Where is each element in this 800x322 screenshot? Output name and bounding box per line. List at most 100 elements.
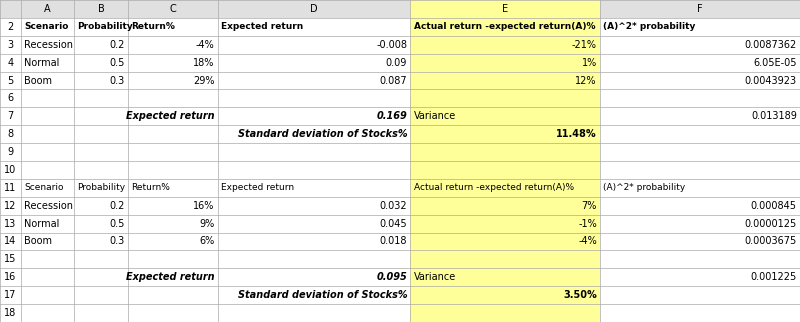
Text: Expected return: Expected return (221, 183, 294, 192)
Text: 17: 17 (4, 290, 17, 300)
Text: 13: 13 (4, 219, 17, 229)
Text: 16: 16 (4, 272, 17, 282)
Bar (410, 286, 600, 304)
Text: Boom: Boom (24, 75, 52, 86)
Text: 0.2: 0.2 (110, 40, 125, 50)
Text: 0.0000125: 0.0000125 (745, 219, 797, 229)
Text: 6%: 6% (199, 236, 214, 247)
Text: 12: 12 (4, 201, 17, 211)
Text: F: F (697, 4, 703, 14)
Text: A: A (44, 4, 51, 14)
Bar (410, 197, 600, 215)
Bar (410, 215, 600, 232)
Text: 3: 3 (7, 40, 14, 50)
Bar (410, 304, 600, 322)
Text: Variance: Variance (414, 272, 456, 282)
Text: Expected return: Expected return (126, 111, 214, 121)
Text: 6.05E-05: 6.05E-05 (754, 58, 797, 68)
Text: 7: 7 (7, 111, 14, 121)
Text: Return%: Return% (131, 22, 175, 31)
Bar (410, 71, 600, 90)
Text: 0.3: 0.3 (110, 75, 125, 86)
Text: 9: 9 (7, 147, 14, 157)
Text: 0.045: 0.045 (379, 219, 407, 229)
Text: Normal: Normal (24, 58, 59, 68)
Text: Standard deviation of Stocks%: Standard deviation of Stocks% (238, 129, 407, 139)
Text: 0.5: 0.5 (110, 58, 125, 68)
Text: 0.169: 0.169 (377, 111, 407, 121)
Text: Scenario: Scenario (24, 183, 63, 192)
Bar (218, 0, 410, 18)
Bar (410, 268, 600, 286)
Text: 0.018: 0.018 (380, 236, 407, 247)
Text: 15: 15 (4, 254, 17, 264)
Bar (410, 36, 600, 54)
Text: 7%: 7% (582, 201, 597, 211)
Bar (410, 161, 600, 179)
Text: C: C (170, 4, 176, 14)
Text: 16%: 16% (193, 201, 214, 211)
Text: 0.087: 0.087 (379, 75, 407, 86)
Text: 0.3: 0.3 (110, 236, 125, 247)
Text: 12%: 12% (575, 75, 597, 86)
Text: (A)^2* probability: (A)^2* probability (603, 22, 695, 31)
Text: 0.000845: 0.000845 (750, 201, 797, 211)
Bar (0, 0, 21, 18)
Text: 0.0043923: 0.0043923 (745, 75, 797, 86)
Text: B: B (98, 4, 105, 14)
Text: 3.50%: 3.50% (563, 290, 597, 300)
Text: 29%: 29% (193, 75, 214, 86)
Text: -4%: -4% (196, 40, 214, 50)
Text: 0.013189: 0.013189 (751, 111, 797, 121)
Bar (600, 0, 800, 18)
Text: 18: 18 (4, 308, 17, 318)
Bar (410, 125, 600, 143)
Text: -0.008: -0.008 (376, 40, 407, 50)
Text: 0.032: 0.032 (379, 201, 407, 211)
Text: Boom: Boom (24, 236, 52, 247)
Text: 14: 14 (4, 236, 17, 247)
Text: -4%: -4% (578, 236, 597, 247)
Text: 8: 8 (7, 129, 14, 139)
Bar (410, 18, 600, 36)
Text: Actual return -expected return(A)%: Actual return -expected return(A)% (414, 183, 574, 192)
Text: Return%: Return% (131, 183, 170, 192)
Text: 0.0003675: 0.0003675 (745, 236, 797, 247)
Text: 5: 5 (7, 75, 14, 86)
Bar (74, 0, 128, 18)
Text: 10: 10 (4, 165, 17, 175)
Text: Recession: Recession (24, 201, 73, 211)
Text: (A)^2* probability: (A)^2* probability (603, 183, 686, 192)
Text: D: D (310, 4, 318, 14)
Text: E: E (502, 4, 508, 14)
Bar (410, 107, 600, 125)
Text: Recession: Recession (24, 40, 73, 50)
Text: Scenario: Scenario (24, 22, 68, 31)
Text: Expected return: Expected return (221, 22, 303, 31)
Text: Normal: Normal (24, 219, 59, 229)
Text: 0.0087362: 0.0087362 (745, 40, 797, 50)
Bar (21, 0, 74, 18)
Bar (410, 143, 600, 161)
Text: 11.48%: 11.48% (556, 129, 597, 139)
Text: 0.5: 0.5 (110, 219, 125, 229)
Text: Probability: Probability (78, 183, 126, 192)
Text: -1%: -1% (578, 219, 597, 229)
Text: Probability: Probability (78, 22, 134, 31)
Bar (410, 179, 600, 197)
Bar (410, 251, 600, 268)
Text: Actual return -expected return(A)%: Actual return -expected return(A)% (414, 22, 595, 31)
Bar (410, 0, 600, 18)
Text: 6: 6 (7, 93, 14, 103)
Bar (128, 0, 218, 18)
Text: 0.09: 0.09 (386, 58, 407, 68)
Text: -21%: -21% (572, 40, 597, 50)
Text: 11: 11 (4, 183, 17, 193)
Text: 9%: 9% (199, 219, 214, 229)
Text: 0.095: 0.095 (377, 272, 407, 282)
Text: Standard deviation of Stocks%: Standard deviation of Stocks% (238, 290, 407, 300)
Text: 2: 2 (7, 22, 14, 32)
Bar (410, 54, 600, 71)
Text: 0.2: 0.2 (110, 201, 125, 211)
Text: 1%: 1% (582, 58, 597, 68)
